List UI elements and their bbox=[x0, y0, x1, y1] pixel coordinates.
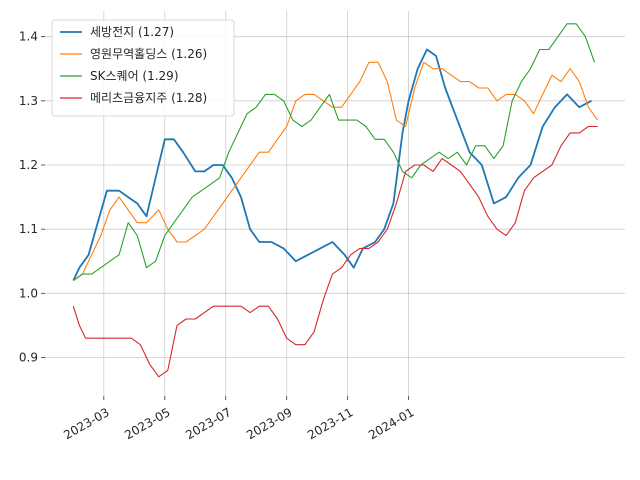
y-tick-label: 1.4 bbox=[19, 30, 38, 44]
legend-label: 메리츠금융지주 (1.28) bbox=[90, 91, 207, 105]
series-line-seban bbox=[72, 48, 592, 281]
y-tick-label: 1.0 bbox=[19, 286, 38, 300]
legend-label: 영원무역홀딩스 (1.26) bbox=[90, 47, 207, 61]
y-tick-label: 1.2 bbox=[19, 158, 38, 172]
series-line-meritz bbox=[72, 125, 598, 378]
y-tick-label: 1.1 bbox=[19, 222, 38, 236]
x-tick-label: 2023-07 bbox=[183, 405, 233, 442]
legend: 세방전지 (1.27) 영원무역홀딩스 (1.26) SK스퀘어 (1.29) 메리츠… bbox=[51, 19, 235, 117]
x-tick-label: 2023-05 bbox=[122, 405, 172, 442]
x-tick-label: 2024-01 bbox=[366, 405, 416, 442]
legend-label: 세방전지 (1.27) bbox=[90, 25, 174, 39]
series-line-sk bbox=[72, 23, 596, 281]
x-tick-label: 2023-09 bbox=[244, 405, 294, 442]
x-tick-label: 2023-11 bbox=[305, 405, 355, 442]
y-tick-label: 0.9 bbox=[19, 351, 38, 365]
x-tick-label: 2023-03 bbox=[61, 405, 111, 442]
legend-label: SK스퀘어 (1.29) bbox=[90, 69, 179, 83]
series-line-young bbox=[72, 61, 599, 281]
y-tick-label: 1.3 bbox=[19, 94, 38, 108]
series-lines bbox=[72, 23, 599, 378]
legend-box bbox=[51, 19, 235, 117]
